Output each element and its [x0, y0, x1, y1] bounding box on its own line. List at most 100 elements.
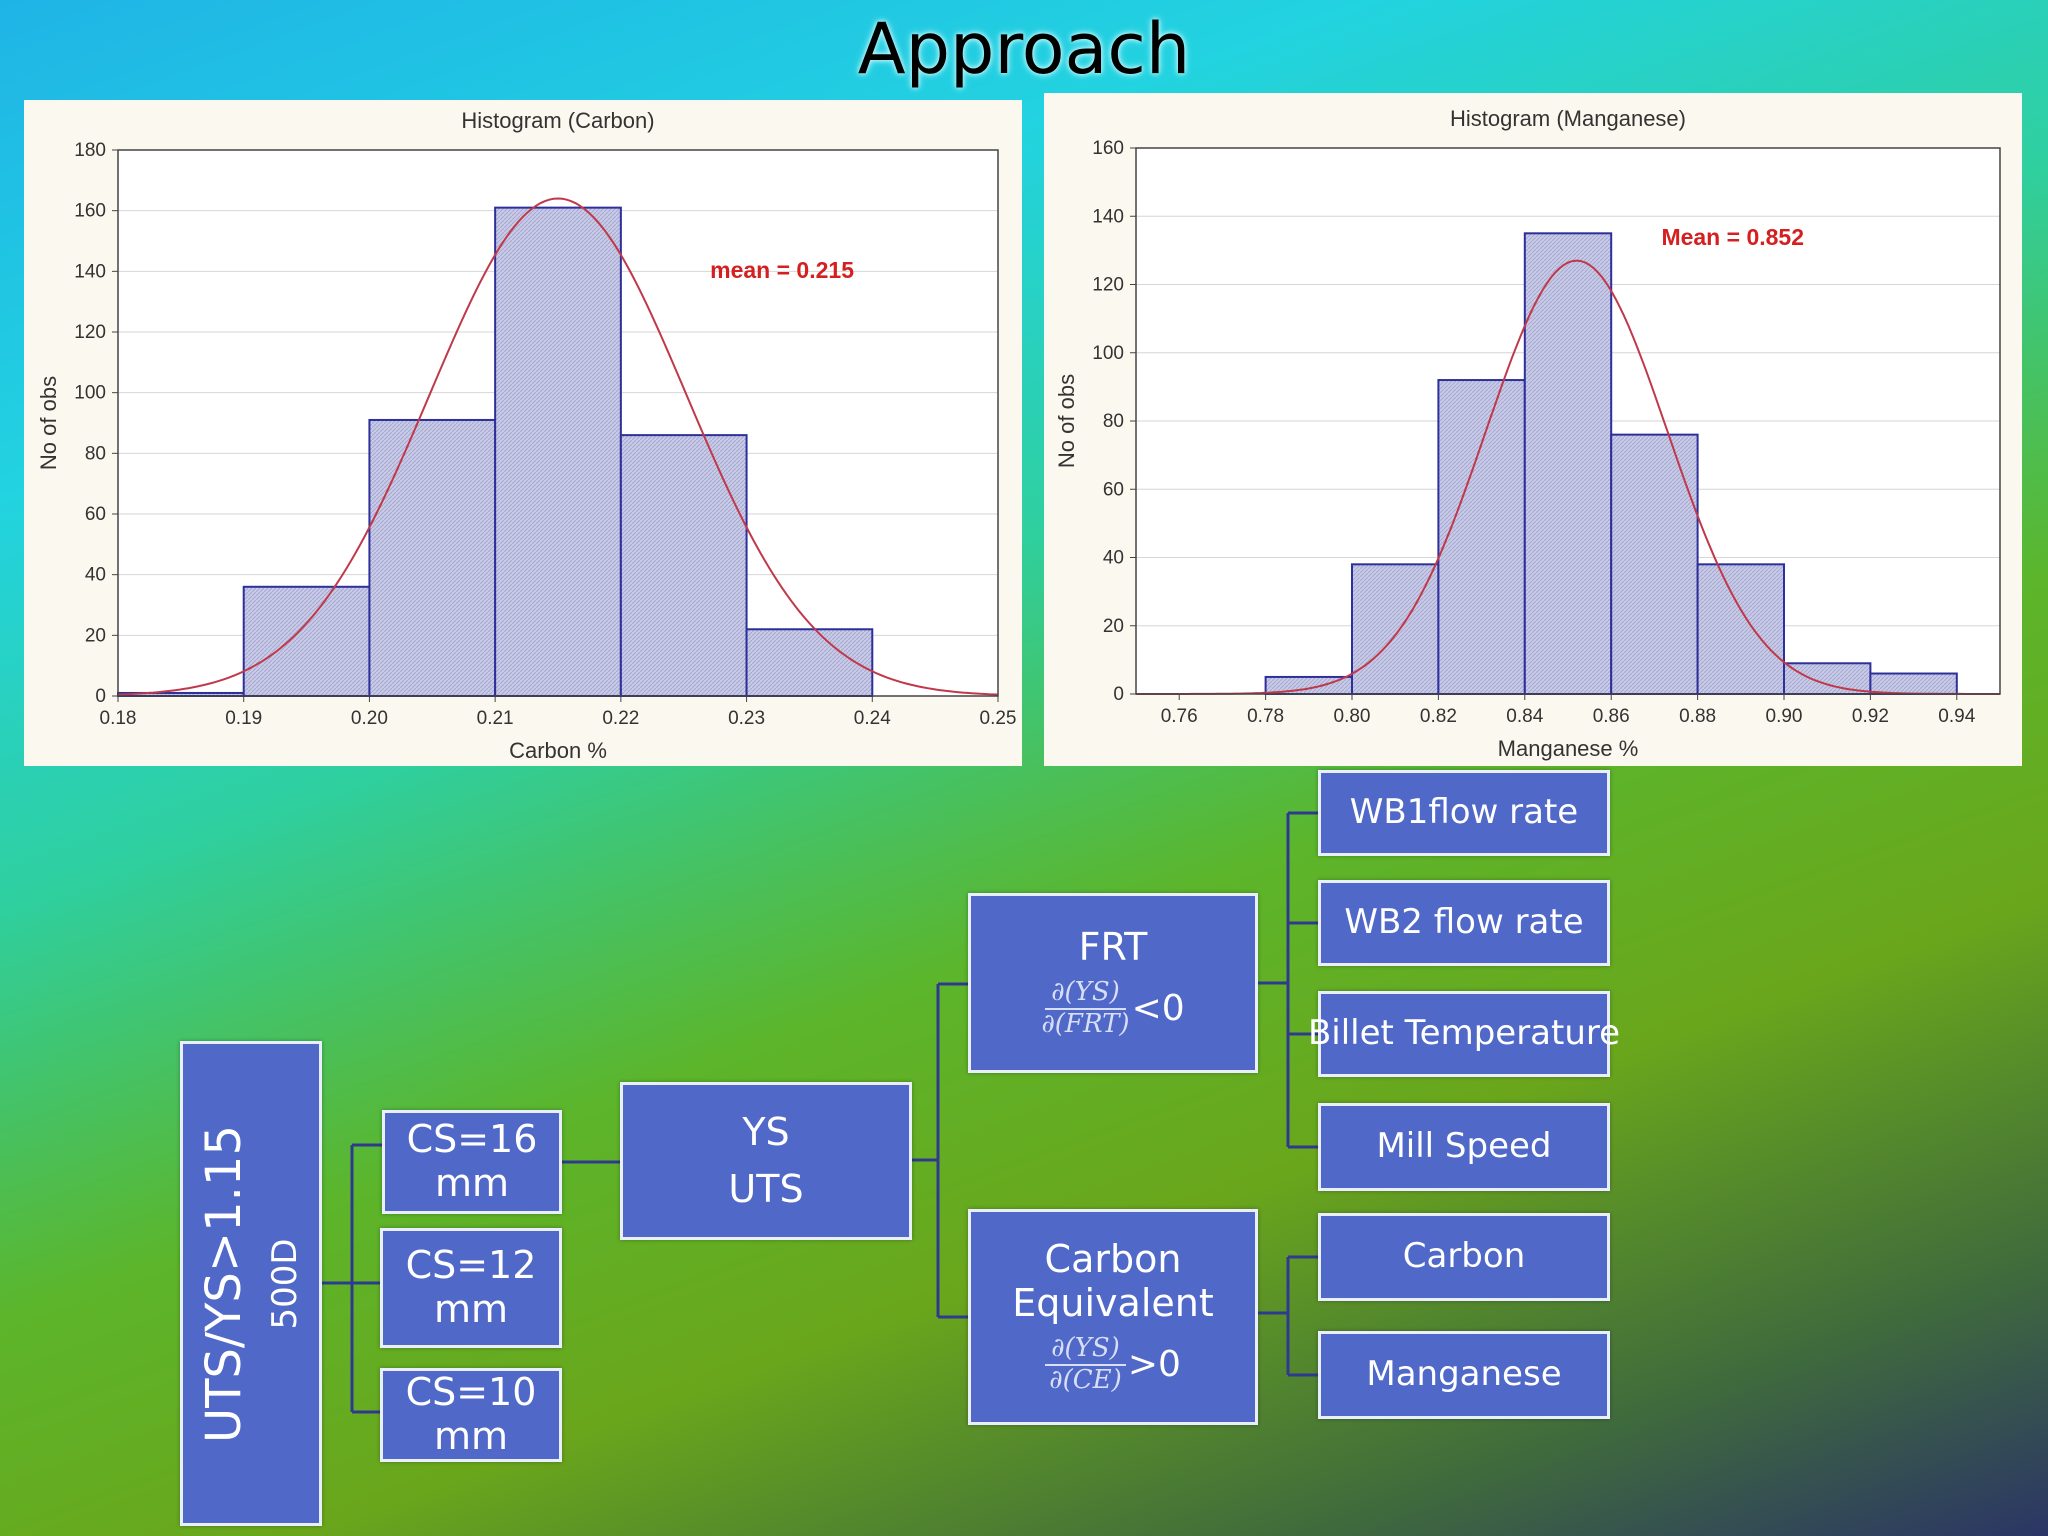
y-tick-label: 60	[1103, 479, 1124, 500]
normal-fit-curve	[1136, 259, 2000, 695]
chart-title: Histogram (Carbon)	[461, 108, 654, 133]
ce-derivative-denominator: ∂(CE)	[1049, 1364, 1122, 1395]
cs-16-unit: mm	[434, 1161, 510, 1205]
x-tick-label: 0.24	[854, 708, 891, 729]
x-tick-label: 0.21	[477, 708, 514, 729]
y-tick-label: 20	[85, 625, 106, 646]
frt-derivative-denominator: ∂(FRT)	[1041, 1008, 1130, 1039]
histogram-bar	[242, 585, 371, 697]
mill-speed-label: Mill Speed	[1376, 1126, 1552, 1167]
mill-speed-node: Mill Speed	[1318, 1103, 1610, 1191]
x-tick-label: 0.78	[1247, 706, 1284, 727]
y-tick-label: 160	[1092, 138, 1124, 159]
carbon-node: Carbon	[1318, 1213, 1610, 1301]
x-tick-label: 0.18	[100, 708, 137, 729]
carbon-histogram-panel: 0 20 40 60 80 100 120 140 160 180 0.18 0.19 0.20 0.21…	[24, 100, 1022, 766]
x-tick-label: 0.94	[1938, 706, 1975, 727]
y-tick-label: 40	[85, 565, 106, 586]
x-tick-label: 0.86	[1593, 706, 1630, 727]
cs-10-value: CS=10	[405, 1370, 537, 1415]
normal-fit-curve	[117, 197, 999, 696]
histogram-bar	[368, 418, 497, 697]
ce-label-line2: Equivalent	[1012, 1281, 1214, 1326]
root-node-ratio: UTS/YS>1.15	[195, 1124, 252, 1443]
wb2-flow-rate-label: WB2 flow rate	[1344, 902, 1584, 943]
ce-derivative-sign: >0	[1127, 1343, 1181, 1385]
ce-derivative-numerator: ∂(YS)	[1045, 1333, 1126, 1366]
y-tick-label: 0	[95, 686, 106, 707]
slide-title: Approach	[857, 8, 1191, 90]
y-tick-label: 60	[85, 504, 106, 525]
y-tick-label: 140	[74, 261, 106, 282]
y-tick-label: 140	[1092, 206, 1124, 227]
ys-label: YS	[742, 1110, 790, 1154]
carbon-label: Carbon	[1402, 1236, 1526, 1277]
x-tick-label: 0.25	[980, 708, 1017, 729]
manganese-histogram-panel: 0 20 40 60 80 100 120 140 160 0.76 0.78 0.80 0.82 0.8…	[1044, 93, 2022, 766]
carbon-histogram: 0 20 40 60 80 100 120 140 160 180 0.18 0.19 0.20 0.21…	[36, 108, 1017, 763]
root-node-uts-ys: UTS/YS>1.15 500D	[180, 1041, 322, 1526]
y-tick-label: 80	[85, 443, 106, 464]
x-tick-label: 0.76	[1161, 706, 1198, 727]
wb1-flow-rate-label: WB1flow rate	[1349, 792, 1579, 833]
mean-annotation: mean = 0.215	[710, 257, 854, 283]
uts-label: UTS	[728, 1167, 804, 1211]
chart-title: Histogram (Manganese)	[1450, 106, 1686, 131]
x-tick-label: 0.19	[225, 708, 262, 729]
y-tick-label: 100	[74, 383, 106, 404]
x-tick-label: 0.80	[1334, 706, 1371, 727]
root-node-grade: 500D	[265, 1237, 306, 1330]
frt-derivative-numerator: ∂(YS)	[1045, 977, 1126, 1010]
x-tick-label: 0.22	[602, 708, 639, 729]
cs-16-node: CS=16 mm	[382, 1110, 562, 1214]
billet-temperature-label: Billet Temperature	[1307, 1013, 1621, 1054]
carbon-equivalent-node: Carbon Equivalent ∂(YS) ∂(CE) >0	[968, 1209, 1258, 1425]
y-tick-label: 120	[1092, 275, 1124, 296]
cs-16-value: CS=16	[406, 1117, 538, 1162]
cs-12-unit: mm	[433, 1287, 509, 1331]
ce-label-line1: Carbon	[1044, 1237, 1182, 1282]
y-tick-label: 80	[1103, 411, 1124, 432]
histogram-bar	[1523, 232, 1613, 695]
y-tick-label: 160	[74, 201, 106, 222]
histogram-bar	[494, 206, 622, 697]
x-tick-label: 0.84	[1506, 706, 1543, 727]
ce-derivative: ∂(YS) ∂(CE) >0	[1045, 1333, 1181, 1396]
frt-derivative-sign: <0	[1131, 988, 1185, 1030]
wb1-flow-rate-node: WB1flow rate	[1318, 770, 1610, 856]
x-axis-label: Carbon %	[509, 738, 607, 763]
cs-10-node: CS=10 mm	[380, 1368, 562, 1462]
plot-frame	[1135, 147, 2001, 695]
x-tick-label: 0.20	[351, 708, 388, 729]
plot-frame	[117, 149, 999, 697]
x-tick-label: 0.92	[1852, 706, 1889, 727]
y-axis-label: No of obs	[36, 376, 61, 470]
y-tick-label: 20	[1103, 616, 1124, 637]
manganese-label: Manganese	[1366, 1354, 1562, 1395]
manganese-node: Manganese	[1318, 1331, 1610, 1419]
y-tick-label: 0	[1113, 684, 1124, 705]
histogram-bar	[1437, 379, 1526, 695]
wb2-flow-rate-node: WB2 flow rate	[1318, 880, 1610, 966]
manganese-histogram: 0 20 40 60 80 100 120 140 160 0.76 0.78 0.80 0.82 0.8…	[1054, 106, 2001, 761]
x-tick-label: 0.88	[1679, 706, 1716, 727]
y-tick-label: 100	[1092, 343, 1124, 364]
y-tick-label: 120	[74, 322, 106, 343]
histogram-bar	[619, 434, 748, 697]
mean-annotation: Mean = 0.852	[1661, 224, 1804, 250]
frt-node: FRT ∂(YS) ∂(FRT) <0	[968, 893, 1258, 1073]
y-tick-label: 180	[74, 140, 106, 161]
x-tick-label: 0.90	[1766, 706, 1803, 727]
histogram-bar	[1696, 563, 1785, 696]
ys-uts-node: YS UTS	[620, 1082, 912, 1240]
cs-12-node: CS=12 mm	[380, 1228, 562, 1348]
x-tick-label: 0.82	[1420, 706, 1457, 727]
billet-temperature-node: Billet Temperature	[1308, 991, 1620, 1077]
cs-12-value: CS=12	[405, 1243, 537, 1288]
frt-label: FRT	[1078, 925, 1148, 970]
x-axis-label: Manganese %	[1498, 736, 1639, 761]
y-tick-label: 40	[1103, 548, 1124, 569]
x-tick-label: 0.23	[728, 708, 765, 729]
frt-derivative: ∂(YS) ∂(FRT) <0	[1041, 977, 1185, 1040]
